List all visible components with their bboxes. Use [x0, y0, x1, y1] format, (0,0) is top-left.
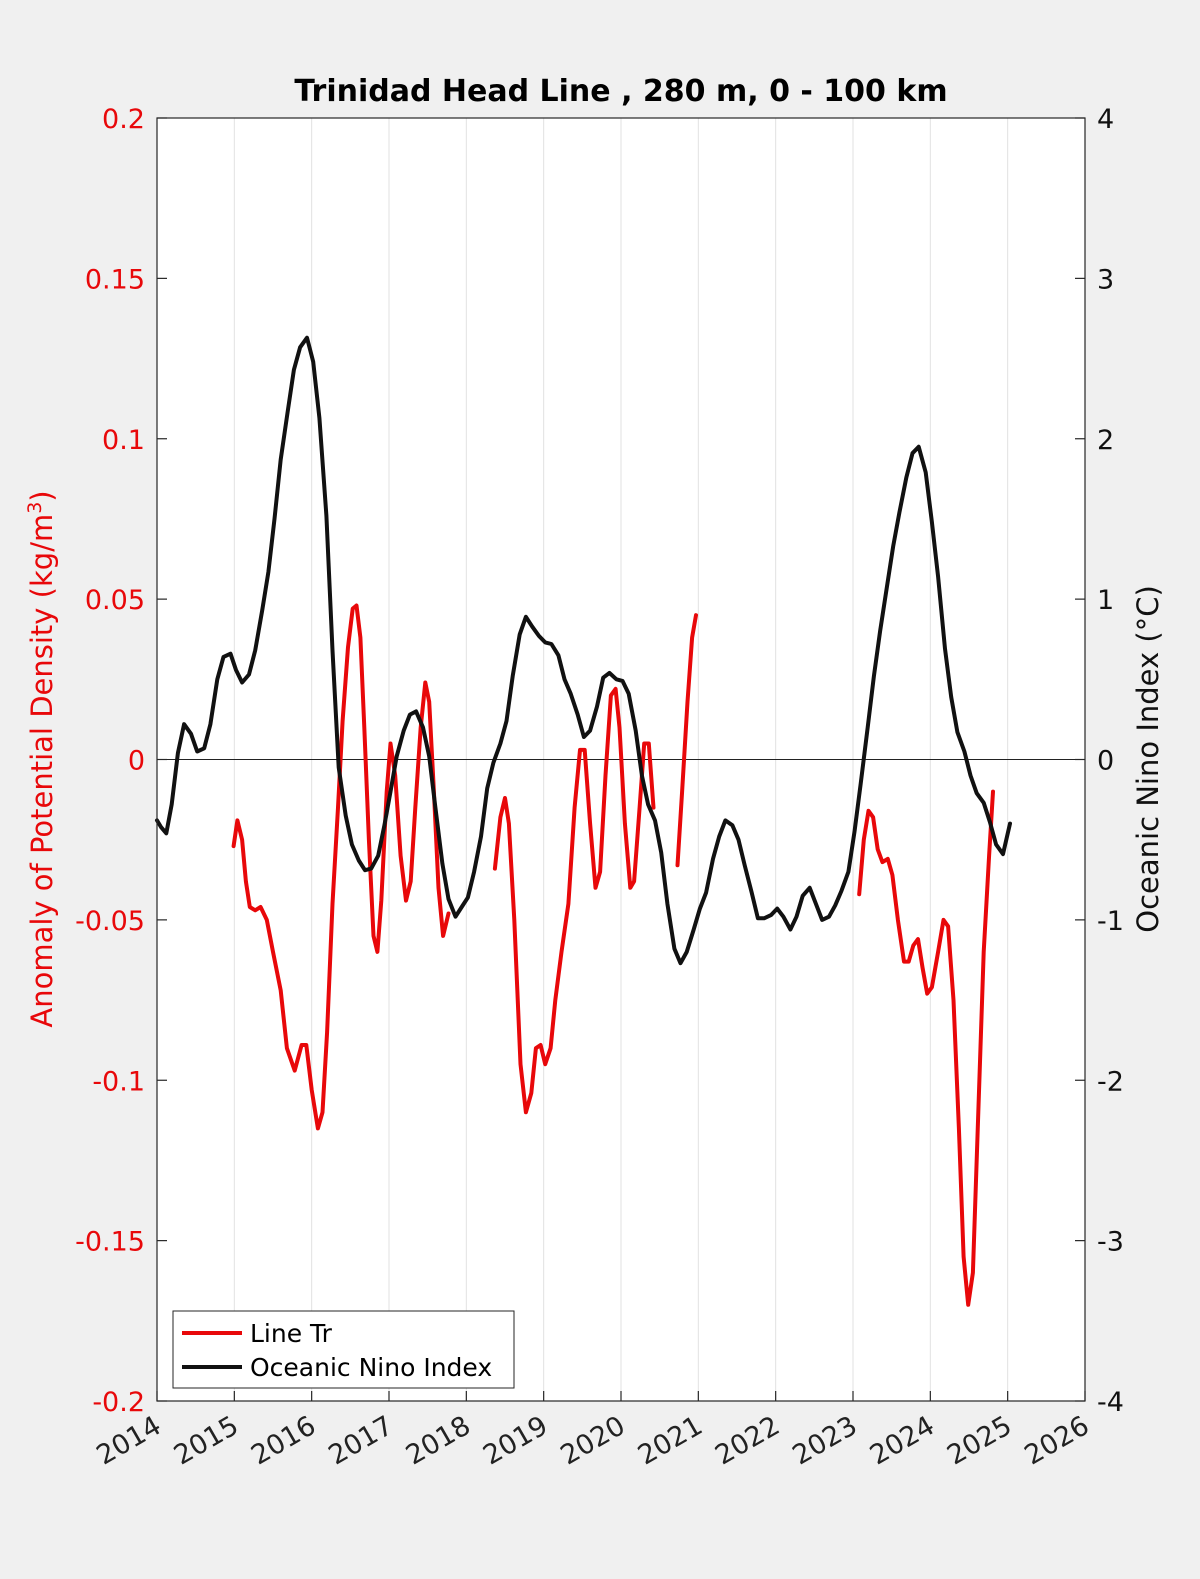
legend-label-line-tr: Line Tr: [250, 1319, 333, 1348]
x-tick-label: 2023: [787, 1410, 862, 1471]
right-tick-label: -3: [1097, 1227, 1124, 1258]
right-axis-label: Oceanic Nino Index (°C): [1131, 585, 1165, 933]
x-tick-label: 2016: [246, 1410, 321, 1471]
legend-label-oni: Oceanic Nino Index: [250, 1353, 492, 1382]
left-axis: 0.2 0.15 0.1 0.05 0 -0.05 -0.1 -0.15 -0.2: [75, 104, 167, 1418]
series-line-tr-segment-3: [857, 789, 995, 1307]
right-tick-label: -4: [1097, 1387, 1124, 1418]
x-tick-label: 2017: [323, 1410, 398, 1471]
left-tick-label: -0.15: [75, 1227, 145, 1258]
right-tick-label: 3: [1097, 264, 1114, 295]
right-tick-label: 0: [1097, 746, 1114, 777]
legend: Line Tr Oceanic Nino Index: [172, 1310, 515, 1389]
x-tick-label: 2018: [401, 1410, 476, 1471]
left-tick-label: -0.1: [92, 1066, 145, 1097]
right-tick-label: 2: [1097, 425, 1114, 456]
left-tick-label: -0.05: [75, 906, 145, 937]
x-tick-label: 2015: [169, 1410, 244, 1471]
series-line-tr-segment-1: [492, 686, 656, 1115]
left-tick-label: 0.1: [102, 425, 145, 456]
right-tick-label: -1: [1097, 906, 1124, 937]
chart-title: Trinidad Head Line , 280 m, 0 - 100 km: [294, 74, 947, 109]
series-layer: [155, 335, 1012, 1307]
left-axis-label-main: Anomaly of Potential Density (kg/m: [25, 514, 59, 1028]
left-tick-label: 0.15: [85, 264, 145, 295]
legend-box: [172, 1310, 515, 1389]
series-line-tr-segment-2: [675, 613, 698, 868]
left-tick-label: 0: [128, 746, 145, 777]
x-tick-label: 2020: [555, 1410, 630, 1471]
x-tick-label: 2014: [91, 1410, 166, 1471]
left-axis-label-superscript: 3: [24, 502, 46, 514]
x-tick-label: 2024: [865, 1410, 940, 1471]
x-tick-label: 2025: [942, 1410, 1017, 1471]
x-tick-label: 2022: [710, 1410, 785, 1471]
left-axis-label-end: ): [25, 490, 59, 501]
left-tick-label: 0.05: [85, 585, 145, 616]
x-axis: 2014 2015 2016 2017 2018 2019 2020 2021 2022 2023…: [91, 1391, 1095, 1471]
left-tick-label: 0.2: [102, 104, 145, 135]
x-tick-label: 2019: [478, 1410, 553, 1471]
right-tick-label: -2: [1097, 1066, 1124, 1097]
x-tick-label: 2021: [633, 1410, 708, 1471]
right-tick-label: 1: [1097, 585, 1114, 616]
series-line-tr-segment-0: [231, 603, 451, 1131]
left-tick-label: -0.2: [92, 1387, 145, 1418]
x-tick-label: 2026: [1019, 1410, 1094, 1471]
series-oceanic-nino-index-segment-0: [155, 335, 1012, 966]
right-tick-label: 4: [1097, 104, 1114, 135]
left-axis-label: Anomaly of Potential Density (kg/m3): [24, 490, 59, 1027]
right-axis: 4 3 2 1 0 -1 -2 -3 -4: [1075, 104, 1124, 1418]
